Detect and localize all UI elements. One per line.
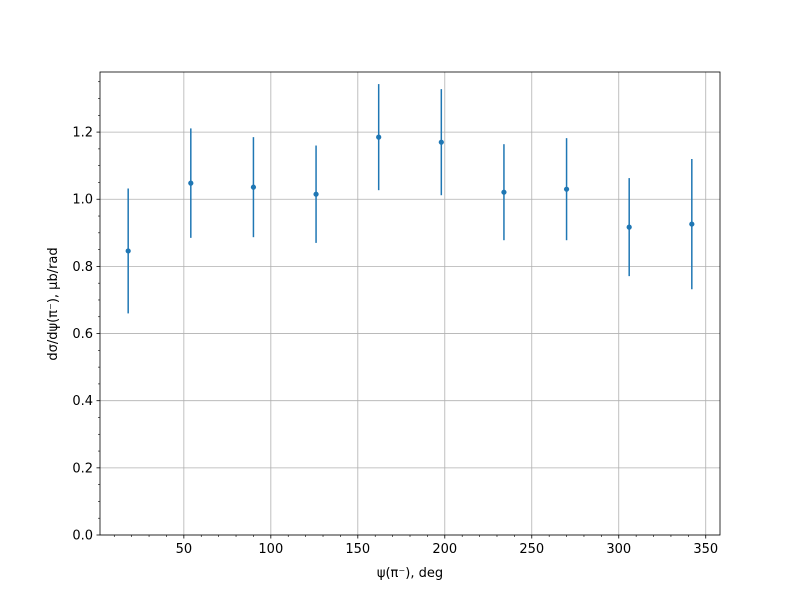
data-point — [501, 189, 507, 195]
x-tick-label: 300 — [606, 542, 631, 557]
data-point — [563, 186, 570, 192]
y-tick-label: 0.2 — [72, 461, 93, 476]
x-tick-label: 250 — [519, 542, 544, 557]
y-axis-label: dσ/dψ(π⁻), μb/rad — [46, 247, 61, 360]
x-tick-label: 350 — [693, 542, 718, 557]
x-tick-label: 150 — [345, 542, 370, 557]
data-point — [313, 191, 319, 197]
data-point — [188, 180, 194, 186]
y-tick-label: 0.0 — [72, 529, 93, 544]
y-tick-label: 0.6 — [72, 327, 93, 342]
y-tick-label: 1.0 — [72, 193, 93, 208]
plot-frame — [99, 71, 721, 536]
data-point — [376, 134, 382, 140]
y-tick-label: 0.8 — [72, 260, 93, 275]
y-tick-label: 1.2 — [72, 126, 93, 141]
x-tick-label: 50 — [176, 542, 193, 557]
data-point — [438, 139, 444, 145]
y-tick-label: 0.4 — [72, 394, 93, 409]
x-tick-label: 200 — [432, 542, 457, 557]
data-point — [125, 248, 131, 254]
x-axis-label: ψ(π⁻), deg — [377, 566, 443, 581]
data-point — [250, 184, 257, 190]
x-tick-label: 100 — [258, 542, 283, 557]
data-point — [626, 224, 632, 230]
data-point — [689, 221, 695, 227]
